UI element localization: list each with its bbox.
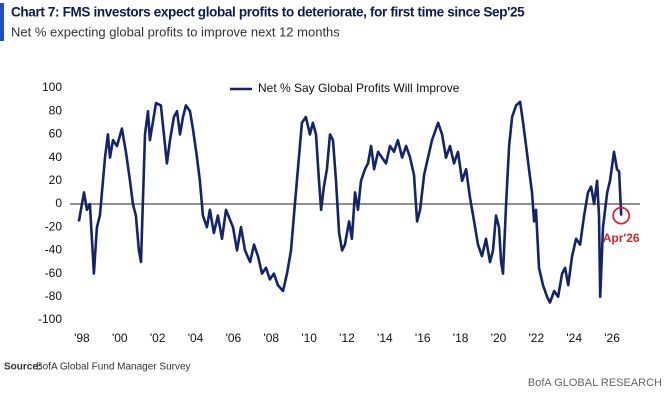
y-tick-label: -20 bbox=[45, 219, 63, 233]
x-tick-label: '18 bbox=[453, 331, 469, 345]
y-tick-label: 100 bbox=[42, 80, 62, 94]
chart-subtitle: Net % expecting global profits to improv… bbox=[11, 24, 340, 39]
annotation: Apr'26 bbox=[603, 231, 640, 245]
source-label: Source: bbox=[4, 362, 41, 373]
x-tick-label: '24 bbox=[566, 331, 582, 345]
x-tick-label: '00 bbox=[112, 331, 128, 345]
x-tick-label: '98 bbox=[74, 331, 90, 345]
x-tick-label: '16 bbox=[415, 331, 431, 345]
y-tick-label: 80 bbox=[49, 103, 63, 117]
y-tick-label: -80 bbox=[45, 289, 63, 303]
brand: BofA GLOBAL RESEARCH bbox=[528, 377, 662, 389]
legend-label: Net % Say Global Profits Will Improve bbox=[258, 81, 460, 95]
latest-highlight bbox=[612, 206, 631, 225]
y-tick-label: -40 bbox=[45, 243, 63, 257]
x-tick-label: '06 bbox=[226, 331, 242, 345]
y-tick-label: 40 bbox=[49, 150, 63, 164]
x-tick-label: '14 bbox=[377, 331, 393, 345]
y-tick-label: -60 bbox=[45, 266, 63, 280]
title-accent bbox=[0, 3, 4, 41]
y-tick-label: -100 bbox=[38, 312, 62, 326]
data-line bbox=[77, 100, 623, 304]
x-tick-label: '26 bbox=[604, 331, 620, 345]
x-tick-label: '08 bbox=[263, 331, 279, 345]
y-tick-label: 20 bbox=[49, 173, 63, 187]
source: BofA Global Fund Manager Survey bbox=[36, 362, 191, 373]
x-tick-label: '22 bbox=[529, 331, 545, 345]
x-tick-label: '04 bbox=[188, 331, 204, 345]
y-tick-label: 60 bbox=[49, 127, 63, 141]
x-tick-label: '20 bbox=[491, 331, 507, 345]
chart-title: Chart 7: FMS investors expect global pro… bbox=[11, 5, 525, 20]
x-tick-label: '10 bbox=[301, 331, 317, 345]
y-tick-label: 0 bbox=[55, 196, 62, 210]
x-tick-label: '02 bbox=[150, 331, 166, 345]
x-tick-label: '12 bbox=[339, 331, 355, 345]
